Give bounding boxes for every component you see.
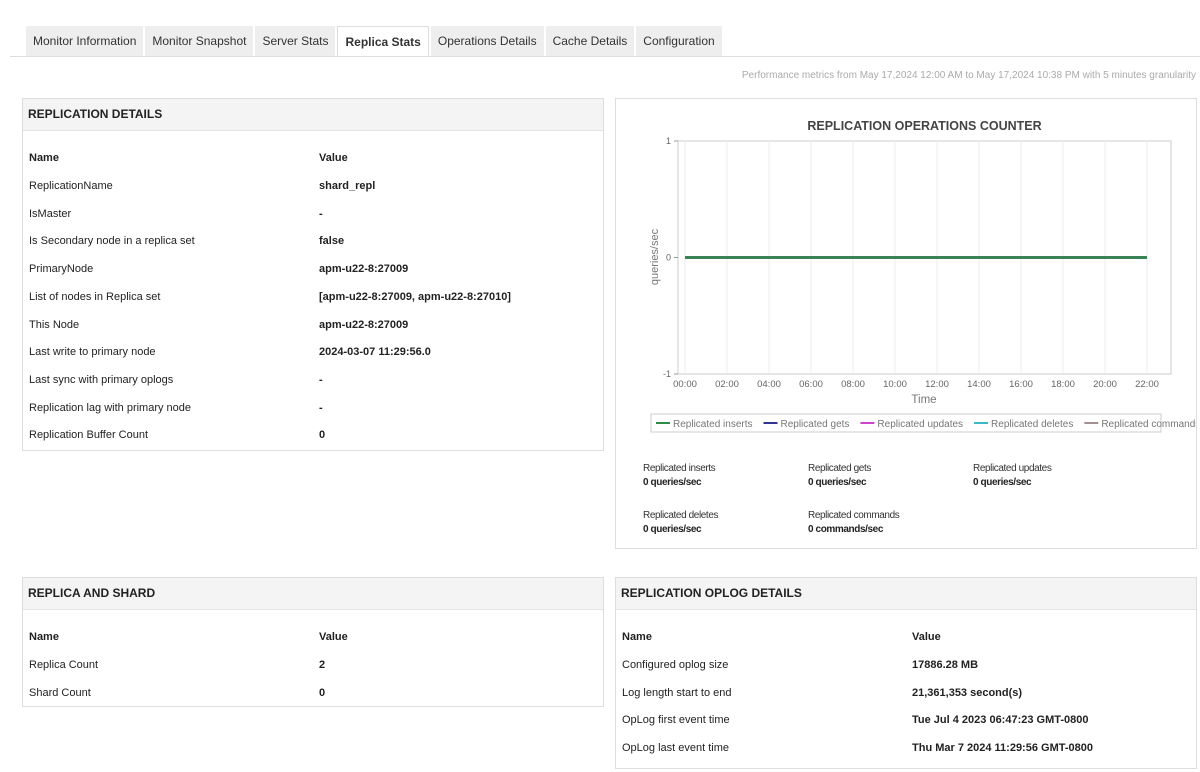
row-value: shard_repl bbox=[319, 180, 375, 192]
x-tick-label: 10:00 bbox=[883, 379, 907, 390]
stat-label: Replicated updates bbox=[973, 463, 1051, 474]
x-tick-label: 16:00 bbox=[1009, 379, 1033, 390]
tab-bar: Monitor InformationMonitor SnapshotServe… bbox=[26, 26, 722, 56]
replica-shard-panel: REPLICA AND SHARD Name Value Replica Count 2… bbox=[22, 577, 604, 707]
stat-value: 0 queries/sec bbox=[973, 477, 1051, 488]
row-name: PrimaryNode bbox=[29, 263, 93, 275]
row-name: Replica Count bbox=[29, 659, 98, 671]
row-value: apm-u22-8:27009 bbox=[319, 263, 408, 275]
tab[interactable]: Monitor Snapshot bbox=[145, 26, 253, 56]
stat-value: 0 commands/sec bbox=[808, 524, 899, 535]
row-value: 2024-03-07 11:29:56.0 bbox=[319, 346, 431, 358]
row-name: OpLog first event time bbox=[622, 714, 730, 726]
row-value: Tue Jul 4 2023 06:47:23 GMT-0800 bbox=[912, 714, 1089, 726]
chart-title: REPLICATION OPERATIONS COUNTER bbox=[807, 119, 1041, 133]
stat-item: Replicated updates 0 queries/sec bbox=[973, 463, 1051, 488]
row-name: Configured oplog size bbox=[622, 659, 728, 671]
x-tick-label: 08:00 bbox=[841, 379, 865, 390]
stat-item: Replicated deletes 0 queries/sec bbox=[643, 510, 718, 535]
y-tick-label: 0 bbox=[666, 253, 671, 263]
y-axis-label: queries/sec bbox=[649, 228, 661, 285]
row-name: Last sync with primary oplogs bbox=[29, 374, 173, 386]
row-value: [apm-u22-8:27009, apm-u22-8:27010] bbox=[319, 291, 511, 303]
panel-title: REPLICATION DETAILS bbox=[23, 99, 603, 131]
tab[interactable]: Server Stats bbox=[255, 26, 335, 56]
stat-label: Replicated deletes bbox=[643, 510, 718, 521]
tab[interactable]: Configuration bbox=[636, 26, 721, 56]
x-tick-label: 20:00 bbox=[1093, 379, 1117, 390]
stat-label: Replicated gets bbox=[808, 463, 871, 474]
row-value: - bbox=[319, 374, 323, 386]
row-value: false bbox=[319, 235, 344, 247]
column-header: Value bbox=[912, 631, 941, 643]
stat-label: Replicated inserts bbox=[643, 463, 715, 474]
stat-label: Replicated commands bbox=[808, 510, 899, 521]
row-name: IsMaster bbox=[29, 208, 71, 220]
stat-value: 0 queries/sec bbox=[808, 477, 871, 488]
legend-label: Replicated inserts bbox=[673, 419, 752, 430]
x-tick-label: 12:00 bbox=[925, 379, 949, 390]
x-tick-label: 02:00 bbox=[715, 379, 739, 390]
row-name: Is Secondary node in a replica set bbox=[29, 235, 195, 247]
column-header: Value bbox=[319, 152, 348, 164]
row-value: 0 bbox=[319, 429, 325, 441]
column-header: Name bbox=[622, 631, 652, 643]
row-value: - bbox=[319, 402, 323, 414]
row-value: Thu Mar 7 2024 11:29:56 GMT-0800 bbox=[912, 742, 1093, 754]
tab[interactable]: Replica Stats bbox=[337, 26, 428, 56]
row-name: Last write to primary node bbox=[29, 346, 156, 358]
stat-value: 0 queries/sec bbox=[643, 477, 715, 488]
row-name: This Node bbox=[29, 319, 79, 331]
stat-item: Replicated commands 0 commands/sec bbox=[808, 510, 899, 535]
chart-panel: REPLICATION OPERATIONS COUNTER 00:00 02:00… bbox=[615, 98, 1197, 549]
oplog-details-panel: REPLICATION OPLOG DETAILS Name Value Config… bbox=[615, 577, 1197, 769]
y-tick-label: 1 bbox=[666, 136, 671, 146]
column-header: Name bbox=[29, 152, 59, 164]
x-axis-label: Time bbox=[911, 394, 936, 406]
row-name: Log length start to end bbox=[622, 687, 731, 699]
stat-item: Replicated gets 0 queries/sec bbox=[808, 463, 871, 488]
row-value: apm-u22-8:27009 bbox=[319, 319, 408, 331]
row-value: - bbox=[319, 208, 323, 220]
y-tick-label: -1 bbox=[663, 369, 671, 379]
row-value: 2 bbox=[319, 659, 325, 671]
x-tick-label: 22:00 bbox=[1135, 379, 1159, 390]
row-value: 0 bbox=[319, 687, 325, 699]
row-name: Replication Buffer Count bbox=[29, 429, 148, 441]
tab[interactable]: Cache Details bbox=[546, 26, 635, 56]
column-header: Name bbox=[29, 631, 59, 643]
divider bbox=[10, 56, 1200, 57]
row-name: OpLog last event time bbox=[622, 742, 729, 754]
legend-label: Replicated deletes bbox=[991, 419, 1073, 430]
panel-title: REPLICA AND SHARD bbox=[23, 578, 603, 610]
legend-label: Replicated gets bbox=[780, 419, 849, 430]
x-tick-label: 06:00 bbox=[799, 379, 823, 390]
column-header: Value bbox=[319, 631, 348, 643]
stat-value: 0 queries/sec bbox=[643, 524, 718, 535]
legend-label: Replicated commands bbox=[1101, 419, 1196, 430]
row-name: Shard Count bbox=[29, 687, 91, 699]
legend-label: Replicated updates bbox=[877, 419, 963, 430]
tab[interactable]: Operations Details bbox=[431, 26, 544, 56]
panel-title: REPLICATION OPLOG DETAILS bbox=[616, 578, 1196, 610]
row-name: List of nodes in Replica set bbox=[29, 291, 160, 303]
row-value: 21,361,353 second(s) bbox=[912, 687, 1022, 699]
row-value: 17886.28 MB bbox=[912, 659, 978, 671]
row-name: ReplicationName bbox=[29, 180, 113, 192]
x-tick-label: 04:00 bbox=[757, 379, 781, 390]
replication-details-panel: REPLICATION DETAILS Name Value ReplicationN… bbox=[22, 98, 604, 451]
x-tick-label: 00:00 bbox=[673, 379, 697, 390]
x-tick-label: 14:00 bbox=[967, 379, 991, 390]
row-name: Replication lag with primary node bbox=[29, 402, 191, 414]
tab[interactable]: Monitor Information bbox=[26, 26, 143, 56]
stat-item: Replicated inserts 0 queries/sec bbox=[643, 463, 715, 488]
x-tick-label: 18:00 bbox=[1051, 379, 1075, 390]
period-note: Performance metrics from May 17,2024 12:… bbox=[742, 70, 1196, 81]
